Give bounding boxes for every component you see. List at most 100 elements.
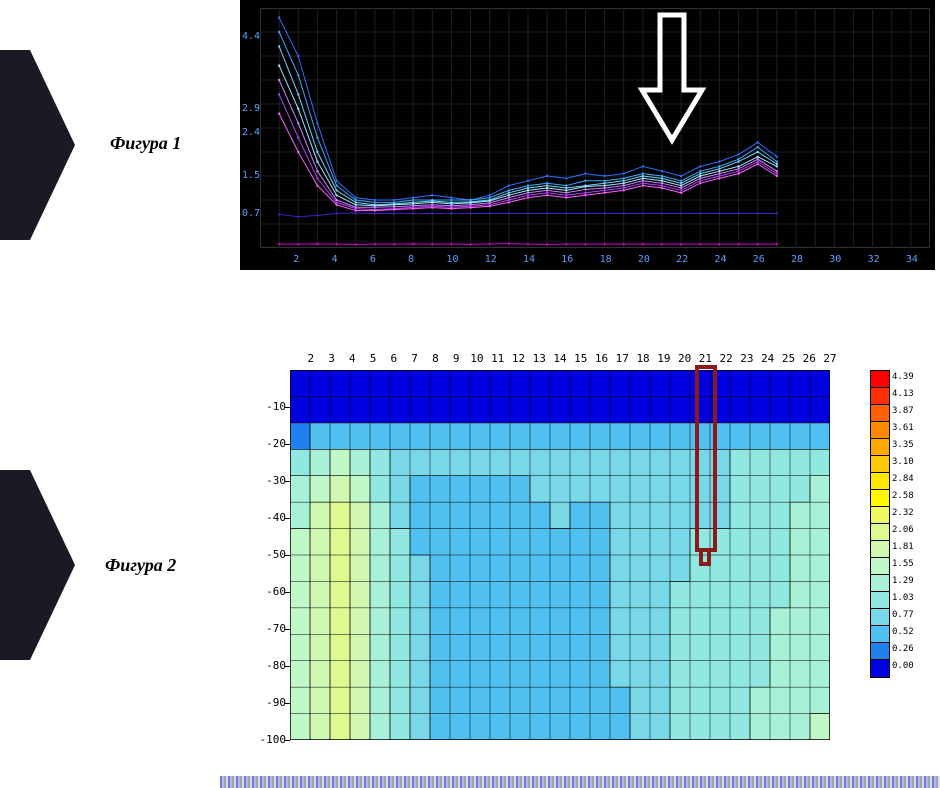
chart1-y-tick: 4.4 xyxy=(242,31,260,42)
legend-item: 0.77 xyxy=(870,608,930,625)
chart2-y-tick: -80 xyxy=(254,659,286,672)
chart2-x-tick: 3 xyxy=(322,352,342,365)
chart1-x-tick: 24 xyxy=(714,254,726,265)
chart1-x-tick: 12 xyxy=(485,254,497,265)
chart2-y-tick: -20 xyxy=(254,437,286,450)
legend-value: 0.77 xyxy=(892,610,914,620)
chart1-y-tick: 1.5 xyxy=(242,170,260,181)
legend-item: 2.58 xyxy=(870,489,930,506)
chart2-x-tick: 26 xyxy=(799,352,819,365)
legend-item: 3.35 xyxy=(870,438,930,455)
figure-1-label: Фигура 1 xyxy=(110,133,181,154)
chart1-x-tick: 8 xyxy=(408,254,414,265)
legend-value: 1.55 xyxy=(892,559,914,569)
legend-item: 1.29 xyxy=(870,574,930,591)
chart1-x-tick: 4 xyxy=(332,254,338,265)
legend-item: 1.55 xyxy=(870,557,930,574)
chart1-x-tick: 32 xyxy=(868,254,880,265)
chart1-x-tick: 34 xyxy=(906,254,918,265)
legend-item: 2.32 xyxy=(870,506,930,523)
legend-item: 2.06 xyxy=(870,523,930,540)
chart2-x-tick: 5 xyxy=(363,352,383,365)
legend-item: 3.10 xyxy=(870,455,930,472)
legend-value: 2.06 xyxy=(892,525,914,535)
legend-value: 2.32 xyxy=(892,508,914,518)
chart1-x-tick: 30 xyxy=(829,254,841,265)
legend-item: 4.39 xyxy=(870,370,930,387)
chart2-x-tick: 22 xyxy=(716,352,736,365)
chart1-x-tick: 10 xyxy=(446,254,458,265)
chart1-y-tick: 2.4 xyxy=(242,127,260,138)
chart2-x-tick: 10 xyxy=(467,352,487,365)
chart1-x-tick: 20 xyxy=(638,254,650,265)
legend-item: 0.26 xyxy=(870,642,930,659)
chart2-x-tick: 2 xyxy=(301,352,321,365)
legend-value: 1.29 xyxy=(892,576,914,586)
legend-value: 3.87 xyxy=(892,406,914,416)
chart2-y-tick: -50 xyxy=(254,548,286,561)
legend-value: 2.58 xyxy=(892,491,914,501)
anomaly-marker-tip xyxy=(699,548,711,566)
chart2-y-tick: -90 xyxy=(254,696,286,709)
legend-value: 0.26 xyxy=(892,644,914,654)
chart2-x-tick: 15 xyxy=(571,352,591,365)
chart1-x-tick: 22 xyxy=(676,254,688,265)
chart2-x-tick: 20 xyxy=(675,352,695,365)
chart-2: -10-20-30-40-50-60-70-80-90-100 23456789… xyxy=(240,350,860,755)
chart2-y-tick: -60 xyxy=(254,585,286,598)
legend-swatch xyxy=(870,659,890,678)
legend-value: 4.39 xyxy=(892,372,914,382)
legend-value: 3.35 xyxy=(892,440,914,450)
color-legend: 4.39 4.13 3.87 3.61 3.35 3.10 2.84 2.58 … xyxy=(870,370,930,676)
decorative-bar xyxy=(220,776,940,788)
legend-value: 1.03 xyxy=(892,593,914,603)
chart2-y-tick: -40 xyxy=(254,511,286,524)
chart2-x-tick: 24 xyxy=(758,352,778,365)
chart2-x-tick: 25 xyxy=(778,352,798,365)
legend-item: 0.52 xyxy=(870,625,930,642)
chart2-x-tick: 16 xyxy=(592,352,612,365)
chart2-y-tick: -30 xyxy=(254,474,286,487)
legend-value: 1.81 xyxy=(892,542,914,552)
arrow-annotation-icon xyxy=(637,10,707,160)
chart2-x-tick: 13 xyxy=(529,352,549,365)
chart2-x-tick: 9 xyxy=(446,352,466,365)
chart2-x-tick: 14 xyxy=(550,352,570,365)
chart1-x-tick: 6 xyxy=(370,254,376,265)
legend-item: 2.84 xyxy=(870,472,930,489)
chart2-x-tick: 7 xyxy=(405,352,425,365)
chart1-y-tick: 0.7 xyxy=(242,208,260,219)
chart2-x-tick: 21 xyxy=(695,352,715,365)
legend-value: 3.10 xyxy=(892,457,914,467)
legend-item: 0.00 xyxy=(870,659,930,676)
chart2-y-tick: -10 xyxy=(254,400,286,413)
chart2-x-tick: 6 xyxy=(384,352,404,365)
legend-value: 4.13 xyxy=(892,389,914,399)
chart1-y-tick: 2.9 xyxy=(242,103,260,114)
chart2-x-tick: 19 xyxy=(654,352,674,365)
legend-value: 2.84 xyxy=(892,474,914,484)
legend-value: 3.61 xyxy=(892,423,914,433)
chart2-x-tick: 18 xyxy=(633,352,653,365)
figure-2-label: Фигура 2 xyxy=(105,555,176,576)
chart2-x-tick: 8 xyxy=(425,352,445,365)
chart2-x-tick: 4 xyxy=(342,352,362,365)
chart1-x-tick: 26 xyxy=(753,254,765,265)
chart-1: 0.71.52.42.94.4 246810121416182022242628… xyxy=(240,0,935,270)
legend-value: 0.00 xyxy=(892,661,914,671)
chart2-x-tick: 12 xyxy=(508,352,528,365)
legend-item: 3.61 xyxy=(870,421,930,438)
anomaly-marker xyxy=(695,365,717,552)
chart2-y-tick: -70 xyxy=(254,622,286,635)
chart2-x-tick: 23 xyxy=(737,352,757,365)
chart1-x-tick: 28 xyxy=(791,254,803,265)
legend-item: 4.13 xyxy=(870,387,930,404)
chart2-y-tick: -100 xyxy=(254,733,286,746)
chart2-x-tick: 17 xyxy=(612,352,632,365)
legend-value: 0.52 xyxy=(892,627,914,637)
legend-item: 1.03 xyxy=(870,591,930,608)
legend-item: 3.87 xyxy=(870,404,930,421)
nav-arrow-shape-2 xyxy=(0,470,75,660)
chart1-x-tick: 18 xyxy=(600,254,612,265)
nav-arrow-shape-1 xyxy=(0,50,75,240)
